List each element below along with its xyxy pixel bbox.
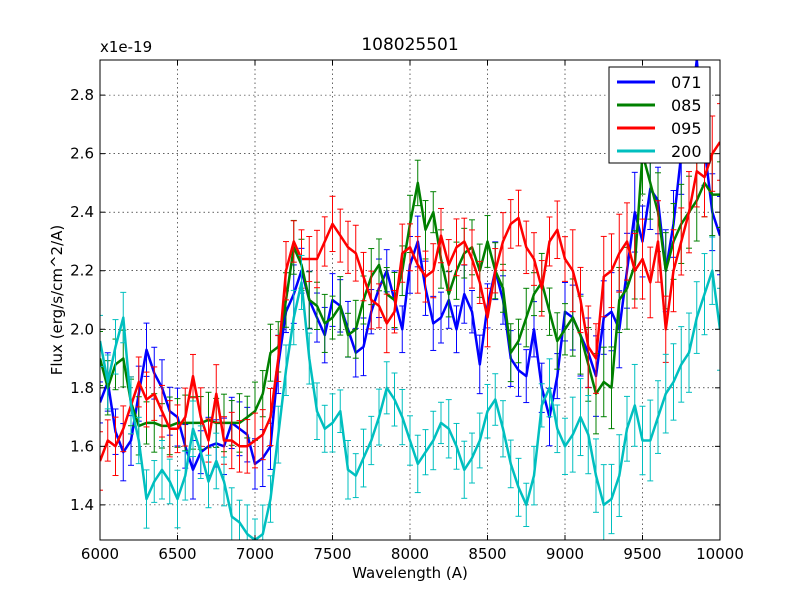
y-tick-label: 1.8 xyxy=(70,379,94,397)
plot-series xyxy=(100,60,720,540)
y-axis-title: Flux (erg/s/cm^2/A) xyxy=(48,225,66,376)
x-tick-label: 7500 xyxy=(313,545,351,563)
legend-label: 085 xyxy=(671,96,702,115)
y-tick-label: 1.6 xyxy=(70,437,94,455)
y-tick-label: 2.2 xyxy=(70,262,94,280)
y-tick-label: 1.4 xyxy=(70,496,94,514)
axis-ticks: 6000 6500 7000 7500 8000 8500 9000 9500 10000 1.4… xyxy=(70,60,744,563)
legend-label: 071 xyxy=(671,73,702,92)
x-tick-label: 10000 xyxy=(696,545,744,563)
x-axis-title: Wavelength (A) xyxy=(352,564,468,582)
x-tick-label: 9500 xyxy=(623,545,661,563)
y-tick-label: 2.6 xyxy=(70,145,94,163)
series-200 xyxy=(100,236,720,540)
x-tick-label: 7000 xyxy=(236,545,274,563)
series-line-095 xyxy=(100,141,720,462)
legend-label: 200 xyxy=(671,142,702,161)
legend-label: 095 xyxy=(671,119,702,138)
x-tick-label: 6000 xyxy=(81,545,119,563)
x-tick-label: 8000 xyxy=(391,545,429,563)
y-tick-label: 2.8 xyxy=(70,86,94,104)
y-offset-label: x1e-19 xyxy=(100,38,152,56)
series-095 xyxy=(100,103,720,491)
x-tick-label: 8500 xyxy=(468,545,506,563)
x-tick-label: 9000 xyxy=(546,545,584,563)
legend: 071 085 095 200 xyxy=(608,66,711,164)
y-tick-label: 2.0 xyxy=(70,320,94,338)
chart-title: 108025501 xyxy=(361,35,458,55)
x-tick-label: 6500 xyxy=(158,545,196,563)
y-tick-label: 2.4 xyxy=(70,203,94,221)
series-line-200 xyxy=(100,269,720,540)
